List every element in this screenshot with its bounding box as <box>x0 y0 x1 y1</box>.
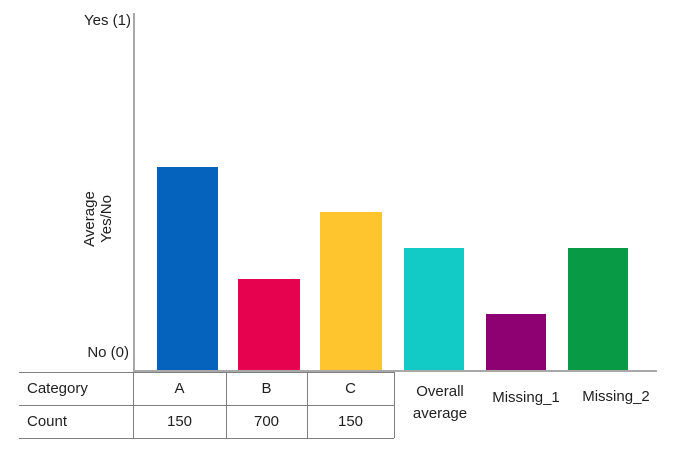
bar-B <box>238 279 300 370</box>
table-border-top <box>19 372 394 373</box>
table-divider-3 <box>307 372 308 438</box>
bar-Missing_2 <box>568 248 628 370</box>
x-label-overall-line1: Overall <box>416 383 464 400</box>
y-axis-min-label: No (0) <box>87 344 129 361</box>
table-cell-category-b: B <box>261 380 272 397</box>
table-divider-2 <box>226 372 227 438</box>
table-cell-count-b: 700 <box>253 413 280 430</box>
x-axis-line <box>133 370 657 372</box>
table-cell-category-a: A <box>174 380 185 397</box>
table-cell-count-a: 150 <box>166 413 193 430</box>
bar-Overall average <box>404 248 464 370</box>
table-border-middle <box>19 405 394 406</box>
table-divider-1 <box>133 372 134 438</box>
x-label-missing-1: Missing_1 <box>492 389 560 406</box>
table-divider-4 <box>394 372 395 438</box>
table-cell-count-c: 150 <box>337 413 364 430</box>
bar-C <box>320 212 382 370</box>
table-border-bottom <box>19 438 394 439</box>
y-axis-line <box>133 13 135 371</box>
x-label-overall-average: Overall average <box>399 381 481 425</box>
bar-A <box>157 167 218 370</box>
x-label-missing-2: Missing_2 <box>582 388 650 405</box>
table-cell-category-c: C <box>345 380 356 397</box>
x-label-overall-line2: average <box>412 405 468 422</box>
y-axis-max-label: Yes (1) <box>84 12 131 29</box>
table-row-header-category: Category <box>27 380 88 397</box>
table-row-header-count: Count <box>27 413 68 430</box>
bar-Missing_1 <box>486 314 546 370</box>
